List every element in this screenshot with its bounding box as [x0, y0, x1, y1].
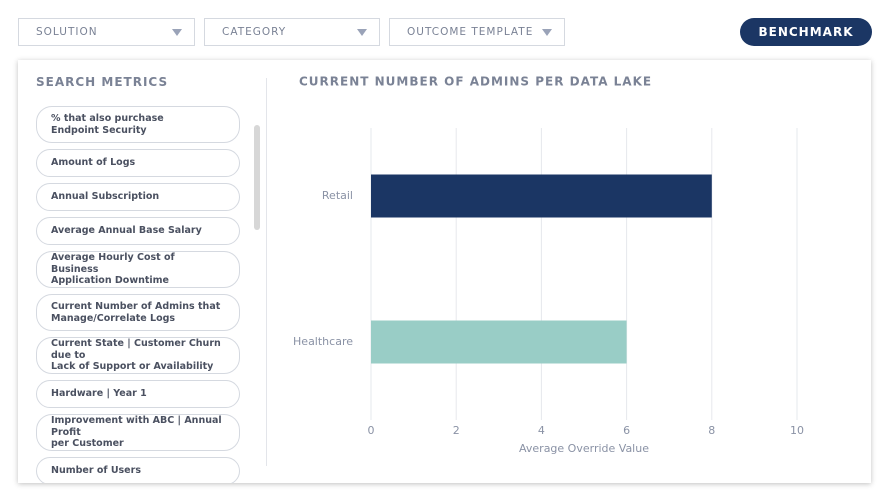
scrollbar[interactable]	[254, 125, 260, 230]
metric-label: Lack of Support or Availability	[51, 361, 214, 373]
filter-label: CATEGORY	[222, 26, 287, 38]
filter-label: OUTCOME TEMPLATE	[407, 26, 534, 38]
metric-label: Average Hourly Cost of Business	[51, 252, 175, 275]
metric-item[interactable]: Number of Users	[36, 457, 240, 483]
metric-item[interactable]: Current Number of Admins that Manage/Corr…	[36, 294, 240, 331]
metric-label: Manage/Correlate Logs	[51, 312, 176, 324]
metric-label: Current Number of Admins that	[51, 301, 221, 312]
x-tick-label: 0	[368, 424, 375, 437]
metric-item[interactable]: Improvement with ABC | Annual Profit per …	[36, 414, 240, 451]
metric-item[interactable]: Average Annual Base Salary	[36, 217, 240, 245]
metric-item[interactable]: % that also purchase Endpoint Security	[36, 106, 240, 143]
filter-dropdown[interactable]: CATEGORY	[204, 18, 380, 46]
x-tick-label: 8	[708, 424, 715, 437]
metric-label: Hardware | Year 1	[51, 388, 147, 400]
metric-label: Annual Subscription	[51, 191, 160, 203]
filter-label: SOLUTION	[36, 26, 98, 38]
metric-label: Application Downtime	[51, 275, 169, 287]
filter-dropdown[interactable]: OUTCOME TEMPLATE	[389, 18, 565, 46]
metric-label: Number of Users	[51, 465, 141, 477]
metric-item[interactable]: Hardware | Year 1	[36, 380, 240, 408]
x-tick-label: 4	[538, 424, 545, 437]
bar	[371, 320, 627, 364]
x-tick-label: 6	[623, 424, 630, 437]
metric-label: Endpoint Security	[51, 124, 147, 136]
sidebar-title: SEARCH METRICS	[36, 75, 169, 89]
dropdown-arrow	[542, 29, 552, 36]
metric-item[interactable]: Annual Subscription	[36, 183, 240, 211]
chart-title: CURRENT NUMBER OF ADMINS PER DATA LAKE	[299, 75, 652, 89]
benchmark-button[interactable]: BENCHMARK	[740, 18, 872, 46]
chart: CURRENT NUMBER OF ADMINS PER DATA LAKE 0…	[293, 75, 804, 456]
metric-label: per Customer	[51, 438, 124, 450]
metric-label: % that also purchase	[51, 113, 164, 124]
metric-item[interactable]: Amount of Logs	[36, 149, 240, 177]
metric-label: Average Annual Base Salary	[51, 225, 202, 237]
y-tick-label: Healthcare	[293, 335, 353, 348]
card: SEARCH METRICS % that also purchase Endpo…	[18, 60, 871, 483]
dropdown-arrow	[357, 29, 367, 36]
x-tick-label: 2	[453, 424, 460, 437]
y-tick-label: Retail	[322, 189, 353, 202]
x-tick-label: 10	[790, 424, 804, 437]
bar	[371, 174, 712, 218]
x-axis-label: Average Override Value	[519, 442, 649, 455]
metric-label: Amount of Logs	[51, 157, 136, 169]
metric-item[interactable]: Current State | Customer Churn due to Lac…	[36, 337, 240, 374]
filter-dropdown[interactable]: SOLUTION	[18, 18, 195, 46]
metric-label: Improvement with ABC | Annual Profit	[51, 415, 222, 438]
metric-item[interactable]: Average Hourly Cost of Business Applicati…	[36, 251, 240, 288]
metric-label: Current State | Customer Churn due to	[51, 338, 221, 361]
dropdown-arrow	[172, 29, 182, 36]
divider	[266, 78, 267, 466]
